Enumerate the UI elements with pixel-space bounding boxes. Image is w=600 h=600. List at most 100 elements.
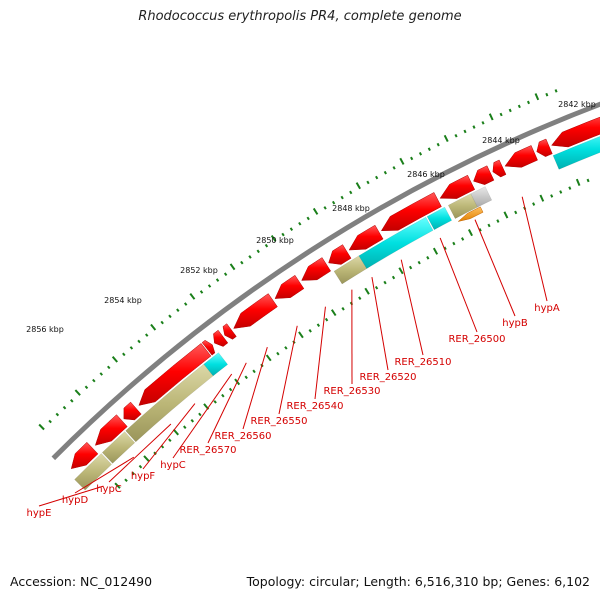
scale-tick — [508, 108, 512, 113]
gene-feature-red — [439, 174, 476, 199]
scale-tick — [38, 423, 45, 431]
inner-scale-tick — [398, 267, 404, 275]
inner-scale-tick — [503, 211, 509, 219]
gene-label: hypC — [160, 460, 186, 471]
scale-tick — [270, 234, 277, 242]
scale-tick — [99, 372, 104, 376]
inner-scale-tick — [244, 375, 248, 380]
gene-feature-red — [380, 192, 442, 232]
inner-scale-tick — [324, 317, 329, 322]
inner-scale-tick — [228, 387, 233, 392]
scale-ticks — [38, 89, 590, 489]
scale-labels: 2842 kbp 2844 kbp 2846 kbp 2848 kbp 2850 kbp… — [26, 100, 596, 334]
inner-scale-tick — [432, 247, 439, 255]
inner-scale-tick — [213, 400, 217, 404]
scale-tick — [488, 113, 494, 121]
gene-feature-red — [213, 329, 229, 347]
inner-scale-tick — [138, 464, 143, 469]
scale-tick — [176, 308, 180, 312]
genome-summary-text: Topology: circular; Length: 6,516,310 bp… — [246, 574, 590, 589]
scale-label: 2842 kbp — [558, 100, 596, 109]
gene-label: hypC — [96, 484, 122, 495]
gene-feature-red — [551, 116, 600, 148]
scale-label: 2854 kbp — [104, 296, 142, 305]
inner-scale-tick — [408, 265, 413, 270]
gene-feature-red — [504, 145, 538, 168]
gene-label-leader — [371, 277, 389, 371]
scale-label: 2848 kbp — [332, 204, 370, 213]
map-title: Rhodococcus erythropolis PR4, complete g… — [138, 9, 462, 24]
scale-tick — [223, 272, 228, 277]
scale-tick — [392, 166, 396, 170]
scale-tick — [168, 314, 172, 319]
scale-tick — [526, 100, 530, 105]
gene-label-leader — [207, 362, 247, 444]
gene-label-leader — [314, 306, 326, 400]
scale-tick — [215, 278, 220, 282]
gene-label: RER_26560 — [214, 431, 271, 442]
scale-label: 2844 kbp — [482, 136, 520, 145]
scale-tick — [517, 104, 521, 109]
scale-tick — [554, 89, 558, 93]
scale-tick — [545, 92, 549, 97]
scale-tick — [499, 112, 503, 117]
scale-tick — [106, 365, 111, 370]
inner-scale-tick — [190, 419, 195, 423]
scale-label: 2852 kbp — [180, 266, 218, 275]
gene-feature-red — [138, 343, 212, 406]
inner-scale-tick — [467, 229, 473, 237]
inner-scale-tick — [586, 178, 590, 183]
gene-feature-inner — [203, 352, 229, 377]
scale-tick — [375, 175, 379, 180]
scale-tick — [150, 323, 157, 331]
gene-feature-red — [328, 244, 352, 265]
scale-tick — [331, 200, 336, 205]
gene-feature-inner — [470, 186, 493, 208]
scale-label: 2846 kbp — [407, 170, 445, 179]
inner-scale-tick — [358, 296, 362, 300]
gene-label: hypD — [62, 495, 89, 506]
inner-scale-tick — [364, 287, 370, 295]
gene-feature-inner — [333, 255, 368, 285]
scale-tick — [281, 232, 285, 237]
scale-tick — [199, 290, 204, 294]
gene-feature-red — [201, 339, 216, 356]
gene-label: RER_26520 — [359, 372, 416, 383]
scale-tick — [144, 333, 149, 337]
gene-label-leader — [172, 373, 233, 459]
inner-scale-tick — [131, 471, 135, 476]
scale-tick — [240, 260, 244, 265]
gene-feature-red — [492, 159, 507, 178]
scale-tick — [207, 284, 212, 288]
scale-label: 2856 kbp — [26, 325, 64, 334]
inner-scale-tick — [514, 210, 518, 215]
gene-labels: hypA hypB RER_26500 RER_26510 RER_26520 RER_2… — [27, 196, 560, 519]
scale-tick — [355, 182, 361, 190]
gene-feature-red — [233, 293, 278, 329]
scale-tick — [84, 385, 89, 390]
inner-scale-tick — [532, 202, 536, 206]
inner-scale-tick — [341, 307, 345, 311]
backbone-arc — [51, 101, 600, 461]
inner-scale-tick — [391, 275, 396, 280]
gene-feature-inner — [358, 216, 434, 269]
gene-label-leader — [38, 485, 104, 507]
gene-feature-red — [94, 414, 128, 446]
inner-scale-tick — [575, 178, 581, 187]
gene-label: hypA — [534, 303, 560, 314]
scale-tick — [349, 190, 353, 195]
gene-feature-red — [301, 257, 332, 281]
gene-feature-red — [70, 441, 99, 470]
scale-tick — [183, 302, 188, 306]
inner-scale-tick — [298, 331, 304, 339]
gene-feature-inner — [552, 136, 600, 170]
inner-scale-tick — [374, 285, 379, 290]
inner-scale-tick — [265, 354, 272, 362]
gene-feature-orange — [458, 206, 484, 222]
gene-label-leader — [400, 259, 424, 356]
gene-label: RER_26540 — [286, 401, 343, 412]
gene-label: RER_26500 — [448, 334, 505, 345]
inner-scale-tick — [443, 246, 447, 251]
gene-feature-red — [348, 224, 384, 251]
inner-scale-tick — [539, 194, 545, 202]
